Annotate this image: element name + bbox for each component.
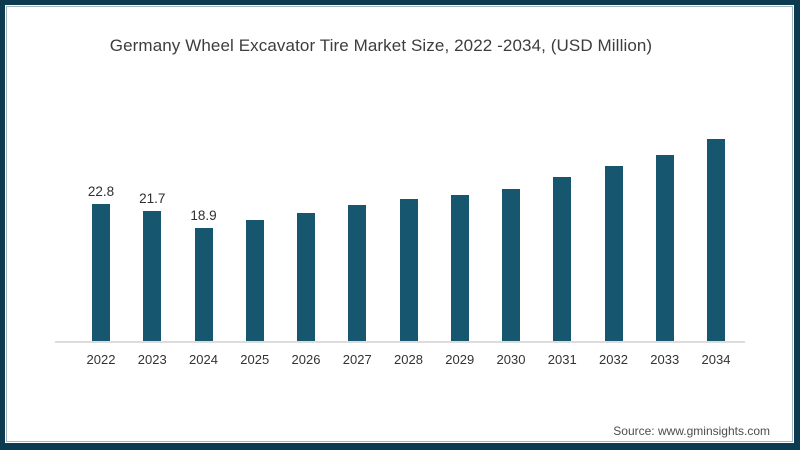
bar-2032	[604, 166, 623, 341]
x-axis-label: 2034	[701, 352, 731, 367]
bar-2034	[707, 139, 725, 341]
source-attribution: Source: www.gminsights.com	[613, 424, 770, 438]
x-axis-label: 2027	[342, 352, 372, 367]
bar-2026	[297, 213, 315, 341]
bar-2027	[348, 205, 367, 341]
bar-2029	[450, 195, 469, 341]
chart-title: Germany Wheel Excavator Tire Market Size…	[109, 36, 653, 55]
bar-value-label: 18.9	[190, 208, 217, 223]
bar-2031	[553, 177, 572, 341]
x-axis-label: 2028	[394, 352, 423, 367]
bar-2033	[655, 155, 674, 341]
bar-2022	[92, 204, 110, 341]
bar-2024	[194, 228, 213, 341]
x-axis-label: 2033	[650, 352, 680, 367]
x-axis-label: 2023	[137, 352, 167, 367]
bar-value-label: 22.8	[87, 184, 115, 199]
x-axis-label: 2031	[547, 352, 577, 367]
x-axis-label: 2022	[86, 352, 116, 367]
bar-2023	[143, 211, 162, 341]
x-axis-label: 2024	[189, 352, 218, 367]
x-axis-label: 2026	[291, 352, 321, 367]
bar-2028	[399, 199, 418, 341]
x-axis-label: 2025	[240, 352, 270, 367]
bar-2030	[502, 189, 520, 341]
bar-chart-plot: 22.8 2022 21.7 2023 18.9 2024 2025 2026 2027 2028…	[55, 125, 745, 367]
bar-value-label: 21.7	[139, 191, 166, 206]
x-axis-label: 2029	[445, 352, 475, 367]
bar-2025	[245, 220, 264, 341]
x-axis-label: 2030	[496, 352, 526, 367]
x-axis-label: 2032	[599, 352, 628, 367]
